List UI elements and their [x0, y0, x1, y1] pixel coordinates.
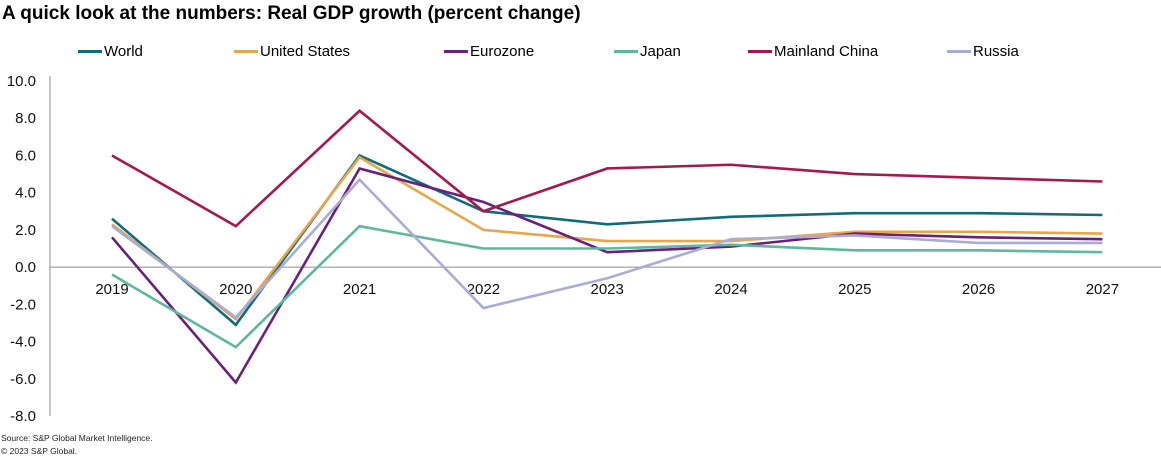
- series-lines: [111, 109, 1103, 385]
- copyright-note: © 2023 S&P Global.: [1, 446, 78, 456]
- x-tick-label-2027: 2027: [1086, 281, 1119, 298]
- y-tick-label: 0.0: [15, 259, 36, 276]
- x-tick-label-2020: 2020: [219, 281, 252, 298]
- legend-label-united-states: United States: [260, 43, 351, 60]
- legend-swatch-eurozone: [444, 50, 468, 53]
- series-united-states: [111, 155, 1103, 322]
- series-russia: [111, 177, 1103, 320]
- legend-label-mainland-china: Mainland China: [774, 43, 879, 60]
- legend-label-russia: Russia: [973, 43, 1019, 60]
- x-tick-labels: 2019 2020 2021 2022 2023 2024 2025 2026 2027: [95, 281, 1119, 298]
- y-tick-label: 4.0: [15, 185, 36, 202]
- legend-swatch-united-states: [234, 50, 258, 53]
- y-tick-label: 8.0: [15, 110, 36, 127]
- series-japan: [111, 224, 1103, 349]
- x-tick-label-2021: 2021: [343, 281, 376, 298]
- legend-swatch-japan: [614, 50, 638, 53]
- y-tick-label: -8.0: [10, 408, 36, 425]
- x-tick-label-2022: 2022: [467, 281, 500, 298]
- series-mainland-china: [111, 109, 1103, 228]
- legend-item-japan: Japan: [614, 43, 681, 60]
- legend-item-eurozone: Eurozone: [444, 43, 534, 60]
- legend-item-world: World: [78, 43, 143, 60]
- legend-label-world: World: [104, 43, 143, 60]
- series-eurozone: [111, 166, 1103, 385]
- y-tick-label: -4.0: [10, 334, 36, 351]
- legend-item-united-states: United States: [234, 43, 350, 60]
- legend-item-russia: Russia: [947, 43, 1019, 60]
- y-tick-label: 2.0: [15, 222, 36, 239]
- x-tick-label-2019: 2019: [95, 281, 128, 298]
- y-tick-label: -2.0: [10, 296, 36, 313]
- legend-swatch-mainland-china: [748, 50, 772, 53]
- y-tick-labels: 10.0 8.0 6.0 4.0 2.0 0.0 -2.0 -4.0 -6.0 -8.0: [7, 73, 36, 425]
- legend-label-eurozone: Eurozone: [470, 43, 535, 60]
- legend-swatch-world: [78, 50, 102, 53]
- y-tick-label: 10.0: [7, 73, 36, 90]
- x-tick-label-2023: 2023: [591, 281, 624, 298]
- legend-label-japan: Japan: [640, 43, 681, 60]
- chart-legend: World United States Eurozone Japan Mainl…: [0, 43, 1161, 63]
- legend-item-mainland-china: Mainland China: [748, 43, 878, 60]
- chart-title: A quick look at the numbers: Real GDP gr…: [2, 3, 581, 24]
- x-tick-label-2024: 2024: [714, 281, 747, 298]
- y-tick-label: -6.0: [10, 371, 36, 388]
- x-tick-label-2025: 2025: [838, 281, 871, 298]
- y-tick-label: 6.0: [15, 147, 36, 164]
- x-tick-label-2026: 2026: [962, 281, 995, 298]
- legend-swatch-russia: [947, 50, 971, 53]
- series-line-eurozone: [111, 166, 1103, 385]
- source-note: Source: S&P Global Market Intelligence.: [1, 433, 153, 443]
